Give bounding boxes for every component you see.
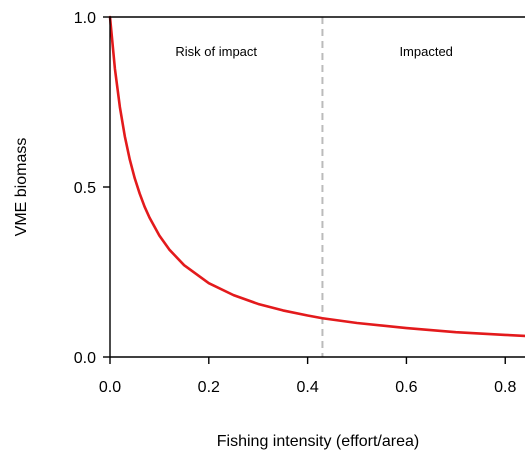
y-axis: 0.0 0.5 1.0 bbox=[74, 10, 110, 367]
x-axis-title: Fishing intensity (effort/area) bbox=[217, 433, 419, 450]
y-tick-label: 1.0 bbox=[74, 10, 96, 27]
x-axis: 0.0 0.2 0.4 0.6 0.8 bbox=[99, 357, 516, 396]
x-tick-label: 0.6 bbox=[395, 379, 417, 396]
y-tick-label: 0.0 bbox=[74, 350, 96, 367]
series-line bbox=[108, 15, 525, 338]
x-tick-label: 0.2 bbox=[198, 379, 220, 396]
plot-area bbox=[108, 15, 525, 358]
annotation-impacted: Impacted bbox=[399, 44, 452, 59]
x-tick-label: 0.8 bbox=[494, 379, 516, 396]
x-tick-label: 0.0 bbox=[99, 379, 121, 396]
y-axis-title: VME biomass bbox=[13, 138, 30, 237]
annotation-risk-of-impact: Risk of impact bbox=[175, 44, 257, 59]
x-tick-label: 0.4 bbox=[296, 379, 318, 396]
y-tick-label: 0.5 bbox=[74, 180, 96, 197]
